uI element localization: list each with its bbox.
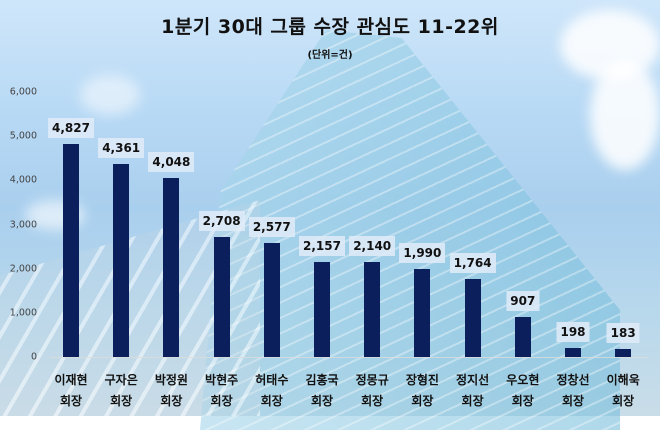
data-label: 2,708 — [198, 211, 245, 232]
person-name: 정몽규 — [355, 373, 389, 387]
x-axis-line — [50, 357, 648, 358]
person-title: 회장 — [511, 394, 534, 408]
data-label: 1,764 — [449, 253, 496, 274]
bar — [113, 164, 130, 357]
data-label: 183 — [606, 322, 640, 343]
bar — [63, 143, 79, 357]
person-name: 박정원 — [154, 373, 188, 387]
data-label: 2,577 — [248, 217, 295, 238]
person-title: 회장 — [561, 394, 585, 408]
y-tick-label: 1,000 — [9, 307, 37, 319]
person-name: 구자은 — [104, 373, 138, 387]
bar — [514, 316, 531, 357]
bar — [163, 178, 180, 357]
y-tick-label: 2,000 — [9, 263, 37, 275]
bar — [464, 279, 481, 357]
person-title: 회장 — [110, 394, 133, 408]
data-label: 1,990 — [399, 243, 446, 264]
bar — [263, 243, 280, 357]
bar — [314, 261, 330, 357]
data-label: 4,827 — [48, 117, 94, 138]
person-name: 정창선 — [556, 373, 590, 387]
person-name: 우오현 — [506, 373, 540, 387]
data-label: 907 — [506, 290, 540, 311]
person-name: 이해욱 — [606, 373, 640, 387]
data-label: 2,140 — [349, 236, 396, 257]
person-name: 박현주 — [205, 373, 239, 387]
person-title: 회장 — [361, 394, 384, 408]
person-title: 회장 — [260, 394, 283, 408]
y-tick-label: 0 — [30, 351, 37, 363]
cloud — [80, 75, 140, 115]
person-name: 정지선 — [456, 373, 490, 387]
data-label: 4,048 — [148, 152, 195, 173]
data-label: 4,361 — [98, 138, 145, 159]
y-tick-label: 6,000 — [9, 86, 37, 98]
bar — [213, 237, 230, 357]
person-name: 허태수 — [255, 373, 289, 387]
person-name: 김홍국 — [305, 373, 339, 387]
chart-subtitle: (단위=건) — [307, 50, 353, 61]
bar — [364, 262, 381, 357]
data-label: 198 — [556, 322, 590, 343]
person-name: 장형진 — [405, 373, 439, 387]
person-title: 회장 — [411, 394, 434, 408]
y-tick-label: 3,000 — [9, 219, 37, 230]
person-title: 회장 — [210, 394, 233, 408]
person-name: 이재현 — [54, 373, 88, 387]
y-tick-label: 5,000 — [9, 130, 37, 142]
person-title: 회장 — [310, 394, 334, 408]
person-title: 회장 — [160, 394, 183, 408]
bar — [615, 348, 632, 357]
data-label: 2,157 — [299, 235, 345, 256]
y-tick-label: 4,000 — [9, 174, 37, 186]
bar — [414, 269, 431, 357]
person-title: 회장 — [461, 394, 484, 408]
bar — [565, 348, 581, 357]
person-title: 회장 — [612, 394, 635, 408]
cloud — [590, 60, 660, 170]
chart-title: 1분기 30대 그룹 수장 관심도 11-22위 — [161, 16, 499, 38]
person-title: 회장 — [59, 394, 83, 408]
